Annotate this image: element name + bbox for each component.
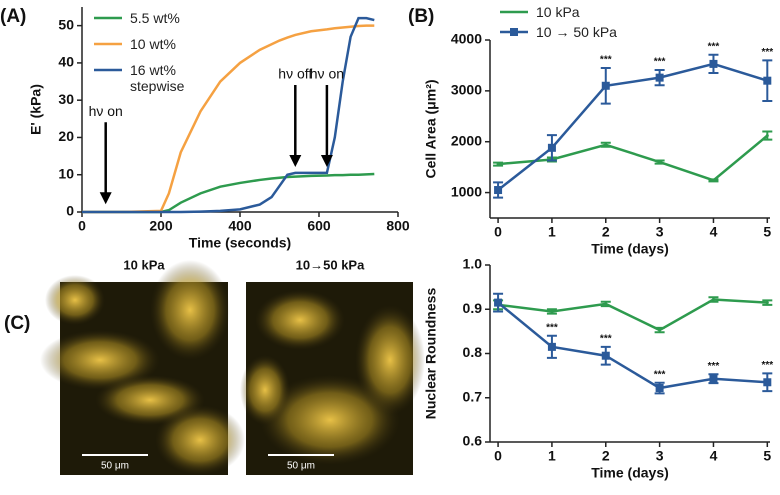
- x-tick-label: 200: [149, 218, 173, 234]
- annotation-arrowhead: [289, 155, 302, 167]
- x-tick-label: 0: [78, 218, 86, 234]
- marker: [604, 302, 608, 306]
- marker: [655, 384, 664, 393]
- annotation-arrowhead: [99, 192, 112, 205]
- x-tick-label: 0: [494, 448, 502, 464]
- marker: [711, 298, 715, 302]
- marker: [763, 76, 772, 85]
- series-line: [82, 172, 375, 214]
- y-tick-label: 0.7: [463, 388, 483, 404]
- annotation-arrowhead: [320, 155, 333, 167]
- annotation: hν on: [89, 103, 123, 119]
- legend-label: 16 wt% stepwise: [130, 62, 185, 94]
- marker: [547, 342, 556, 351]
- legend-label: 10 kPa: [536, 4, 580, 20]
- marker: [763, 378, 772, 387]
- significance: ***: [761, 47, 773, 58]
- x-axis-label: Time (days): [591, 241, 669, 257]
- series-line: [497, 62, 768, 192]
- marker: [709, 59, 718, 68]
- x-tick-label: 0: [494, 224, 502, 240]
- panel-label: (C): [4, 313, 30, 334]
- y-axis-label: Cell Area (μm²): [423, 79, 439, 178]
- scale-bar-label: 50 μm: [287, 461, 315, 472]
- panel-label: (B): [408, 6, 434, 27]
- significance: ***: [600, 55, 612, 66]
- series-line: [82, 16, 375, 214]
- x-tick-label: 400: [228, 218, 252, 234]
- y-tick-label: 40: [58, 54, 74, 70]
- x-tick-label: 600: [307, 218, 331, 234]
- y-tick-label: 50: [58, 16, 74, 32]
- x-tick-label: 4: [710, 448, 718, 464]
- marker: [601, 351, 610, 360]
- marker: [547, 143, 556, 152]
- y-tick-label: 0.8: [463, 344, 483, 360]
- x-axis-label: Time (days): [591, 465, 669, 481]
- marker: [655, 73, 664, 82]
- y-tick-label: 10: [58, 165, 74, 181]
- x-tick-label: 2: [602, 224, 610, 240]
- y-tick-label: 3000: [451, 82, 482, 98]
- marker: [494, 186, 503, 195]
- marker: [658, 160, 662, 164]
- marker: [711, 178, 715, 182]
- marker: [494, 298, 503, 307]
- image-title: 10 kPa: [123, 257, 165, 272]
- y-tick-label: 2000: [451, 132, 482, 148]
- micrograph: 50 μm: [40, 260, 245, 475]
- marker: [765, 134, 769, 138]
- significance: ***: [600, 334, 612, 345]
- significance: ***: [654, 57, 666, 68]
- significance: ***: [708, 361, 720, 372]
- significance: ***: [708, 41, 720, 52]
- x-tick-label: 5: [763, 224, 771, 240]
- micrograph: 50 μm: [240, 282, 425, 475]
- marker: [709, 374, 718, 383]
- x-axis-label: Time (seconds): [189, 235, 291, 251]
- marker: [658, 328, 662, 332]
- legend-label: 10 wt%: [130, 36, 176, 52]
- y-tick-label: 1.0: [463, 256, 483, 272]
- legend-label: 5.5 wt%: [130, 10, 180, 26]
- y-tick-label: 30: [58, 91, 74, 107]
- panel-label: (A): [0, 6, 26, 27]
- marker: [765, 301, 769, 305]
- x-tick-label: 3: [656, 448, 664, 464]
- y-tick-label: 0: [66, 203, 74, 219]
- x-tick-label: 2: [602, 448, 610, 464]
- significance: ***: [546, 322, 558, 333]
- marker: [601, 81, 610, 90]
- marker: [604, 143, 608, 147]
- significance: ***: [654, 369, 666, 380]
- y-tick-label: 0.9: [463, 300, 483, 316]
- scale-bar-label: 50 μm: [101, 461, 129, 472]
- image-title: 10→50 kPa: [296, 257, 365, 272]
- y-axis-label: Nuclear Roundness: [423, 288, 439, 420]
- annotation: hν off: [278, 66, 312, 82]
- x-tick-label: 1: [548, 224, 556, 240]
- y-tick-label: 4000: [451, 31, 482, 47]
- x-tick-label: 800: [386, 218, 410, 234]
- x-tick-label: 3: [656, 224, 664, 240]
- x-tick-label: 5: [763, 448, 771, 464]
- series-line: [497, 301, 768, 390]
- marker: [496, 162, 500, 166]
- y-tick-label: 1000: [451, 183, 482, 199]
- x-tick-label: 1: [548, 448, 556, 464]
- y-axis-label: E' (kPa): [28, 84, 44, 135]
- series-line: [82, 24, 375, 214]
- y-tick-label: 20: [58, 128, 74, 144]
- series-line: [497, 134, 769, 182]
- annotation: hν on: [310, 66, 344, 82]
- y-tick-label: 0.6: [463, 433, 483, 449]
- significance: ***: [761, 360, 773, 371]
- series-line: [497, 298, 768, 332]
- legend-label: 10 → 50 kPa: [536, 24, 617, 40]
- marker: [550, 309, 554, 313]
- x-tick-label: 4: [710, 224, 718, 240]
